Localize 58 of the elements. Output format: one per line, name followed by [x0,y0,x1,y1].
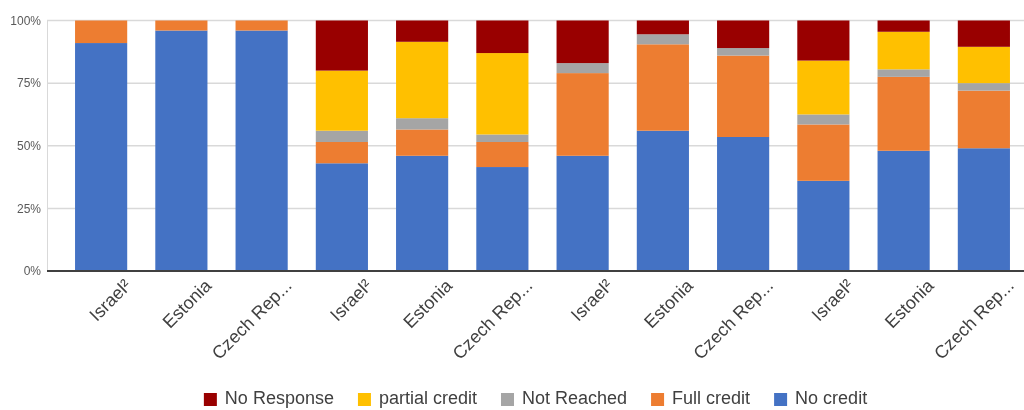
bar [717,136,770,271]
bar [877,20,930,32]
legend-label: No Response [224,388,334,408]
bar [877,31,930,70]
y-tick-label: 75% [16,76,42,91]
bar [396,118,449,130]
bar [797,114,850,125]
bar [636,20,689,35]
y-tick-label: 50% [16,139,42,154]
bar [957,20,1010,47]
bar [556,73,609,156]
bar [636,130,689,271]
bar [476,53,529,135]
y-tick-label: 25% [16,201,42,216]
bar [315,70,368,131]
bar [556,155,609,271]
y-tick-label: 100% [10,13,42,28]
bar [556,63,609,74]
bar [235,30,288,271]
bar [717,55,770,137]
bar [476,141,529,168]
bar [797,20,850,61]
bar [476,167,529,271]
bar [877,69,930,77]
bar [315,130,368,142]
bar [717,20,770,49]
bar [75,43,128,271]
bar [476,20,529,54]
bar [396,129,449,156]
bar [957,90,1010,149]
legend-label: Full credit [672,388,751,408]
legend-label: partial credit [378,388,477,408]
y-tick-label: 0% [23,264,42,279]
bar [957,46,1010,84]
bar [877,150,930,271]
bar [636,34,689,45]
bar [476,134,529,142]
bar [957,83,1010,91]
bar [556,20,609,64]
bar [155,30,208,271]
bar [315,141,368,164]
bar [396,155,449,271]
bar [315,163,368,271]
bar [235,20,288,31]
bar [396,20,449,42]
bar [315,20,368,71]
bar [155,20,208,31]
legend-label: Not Reached [521,388,628,408]
bar [636,44,689,131]
bar [797,180,850,271]
bar [797,124,850,181]
bar [396,41,449,119]
bar [797,60,850,115]
bar [877,76,930,151]
bar [75,20,128,44]
bar [957,148,1010,271]
bar [717,48,770,56]
legend-label: No credit [795,388,868,408]
